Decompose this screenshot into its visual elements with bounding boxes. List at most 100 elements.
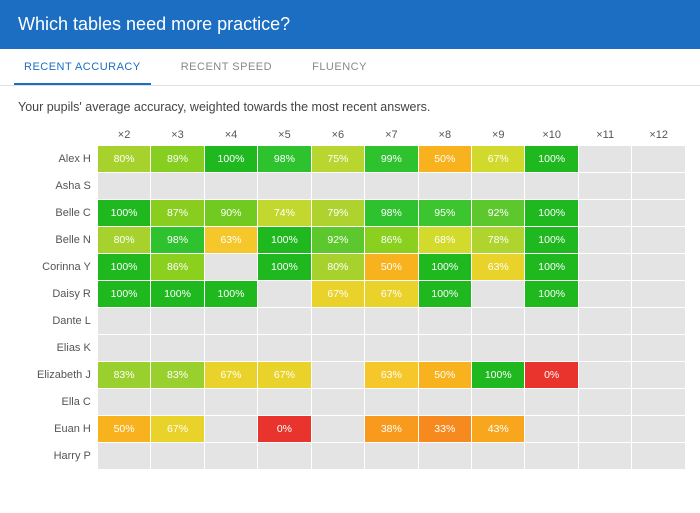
accuracy-cell[interactable] [151,389,203,415]
accuracy-cell[interactable]: 68% [419,227,471,253]
accuracy-cell[interactable]: 67% [151,416,203,442]
accuracy-cell[interactable] [365,308,417,334]
accuracy-cell[interactable] [472,443,524,469]
accuracy-cell[interactable] [365,335,417,361]
accuracy-cell[interactable] [525,335,577,361]
accuracy-cell[interactable] [258,173,310,199]
accuracy-cell[interactable]: 100% [525,281,577,307]
accuracy-cell[interactable]: 100% [419,254,471,280]
accuracy-cell[interactable] [579,335,631,361]
accuracy-cell[interactable] [419,335,471,361]
accuracy-cell[interactable] [632,281,685,307]
accuracy-cell[interactable]: 33% [419,416,471,442]
accuracy-cell[interactable]: 38% [365,416,417,442]
accuracy-cell[interactable] [205,173,257,199]
accuracy-cell[interactable]: 80% [312,254,364,280]
accuracy-cell[interactable] [525,389,577,415]
accuracy-cell[interactable] [579,416,631,442]
accuracy-cell[interactable]: 63% [205,227,257,253]
accuracy-cell[interactable] [98,443,150,469]
accuracy-cell[interactable]: 86% [151,254,203,280]
accuracy-cell[interactable] [205,443,257,469]
accuracy-cell[interactable] [365,173,417,199]
accuracy-cell[interactable]: 100% [205,281,257,307]
accuracy-cell[interactable] [579,281,631,307]
accuracy-cell[interactable] [632,389,685,415]
accuracy-cell[interactable] [312,362,364,388]
accuracy-cell[interactable] [579,254,631,280]
accuracy-cell[interactable] [258,443,310,469]
accuracy-cell[interactable] [151,443,203,469]
accuracy-cell[interactable] [632,335,685,361]
accuracy-cell[interactable]: 75% [312,146,364,172]
accuracy-cell[interactable] [472,335,524,361]
accuracy-cell[interactable] [258,389,310,415]
accuracy-cell[interactable]: 100% [258,227,310,253]
accuracy-cell[interactable]: 92% [472,200,524,226]
accuracy-cell[interactable] [632,416,685,442]
accuracy-cell[interactable] [312,416,364,442]
accuracy-cell[interactable] [632,308,685,334]
accuracy-cell[interactable]: 50% [419,146,471,172]
accuracy-cell[interactable] [472,281,524,307]
accuracy-cell[interactable] [579,200,631,226]
accuracy-cell[interactable] [205,254,257,280]
accuracy-cell[interactable]: 0% [258,416,310,442]
accuracy-cell[interactable]: 100% [525,254,577,280]
accuracy-cell[interactable] [312,335,364,361]
accuracy-cell[interactable]: 83% [98,362,150,388]
accuracy-cell[interactable]: 100% [98,281,150,307]
accuracy-cell[interactable]: 100% [258,254,310,280]
accuracy-cell[interactable]: 100% [525,227,577,253]
accuracy-cell[interactable]: 50% [365,254,417,280]
accuracy-cell[interactable]: 86% [365,227,417,253]
accuracy-cell[interactable] [579,362,631,388]
accuracy-cell[interactable] [312,173,364,199]
accuracy-cell[interactable] [525,443,577,469]
accuracy-cell[interactable]: 100% [151,281,203,307]
accuracy-cell[interactable]: 98% [258,146,310,172]
accuracy-cell[interactable]: 80% [98,146,150,172]
accuracy-cell[interactable] [258,308,310,334]
accuracy-cell[interactable] [312,443,364,469]
accuracy-cell[interactable]: 98% [365,200,417,226]
accuracy-cell[interactable]: 74% [258,200,310,226]
accuracy-cell[interactable] [419,308,471,334]
accuracy-cell[interactable]: 80% [98,227,150,253]
accuracy-cell[interactable] [579,227,631,253]
accuracy-cell[interactable]: 98% [151,227,203,253]
accuracy-cell[interactable]: 67% [472,146,524,172]
accuracy-cell[interactable] [579,443,631,469]
accuracy-cell[interactable] [472,308,524,334]
accuracy-cell[interactable]: 67% [312,281,364,307]
accuracy-cell[interactable]: 87% [151,200,203,226]
accuracy-cell[interactable] [472,389,524,415]
accuracy-cell[interactable] [205,389,257,415]
accuracy-cell[interactable]: 100% [525,200,577,226]
accuracy-cell[interactable]: 100% [205,146,257,172]
accuracy-cell[interactable]: 95% [419,200,471,226]
accuracy-cell[interactable]: 100% [98,254,150,280]
accuracy-cell[interactable] [312,389,364,415]
accuracy-cell[interactable] [205,308,257,334]
accuracy-cell[interactable]: 100% [419,281,471,307]
accuracy-cell[interactable] [525,416,577,442]
accuracy-cell[interactable]: 50% [419,362,471,388]
accuracy-cell[interactable] [632,362,685,388]
tab-recent-speed[interactable]: RECENT SPEED [171,49,282,85]
accuracy-cell[interactable] [632,254,685,280]
accuracy-cell[interactable]: 63% [472,254,524,280]
accuracy-cell[interactable] [525,308,577,334]
accuracy-cell[interactable] [525,173,577,199]
accuracy-cell[interactable]: 100% [525,146,577,172]
accuracy-cell[interactable] [579,389,631,415]
accuracy-cell[interactable]: 78% [472,227,524,253]
accuracy-cell[interactable]: 89% [151,146,203,172]
accuracy-cell[interactable] [98,389,150,415]
tab-fluency[interactable]: FLUENCY [302,49,377,85]
accuracy-cell[interactable]: 67% [258,362,310,388]
accuracy-cell[interactable]: 67% [205,362,257,388]
accuracy-cell[interactable] [419,389,471,415]
accuracy-cell[interactable] [365,389,417,415]
accuracy-cell[interactable] [579,173,631,199]
